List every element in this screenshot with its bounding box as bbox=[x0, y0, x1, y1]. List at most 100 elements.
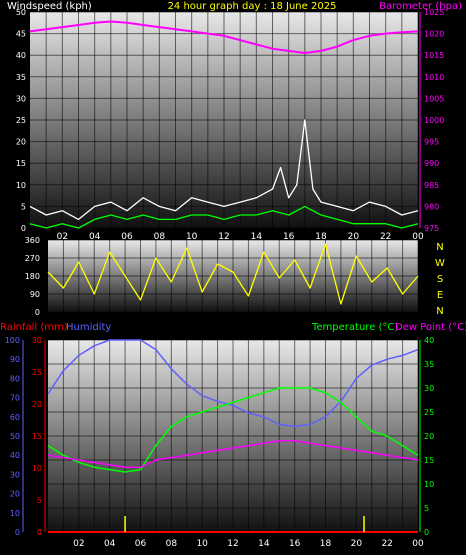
x-tick-label: 04 bbox=[89, 232, 101, 242]
wind-x-ticks: 02 04 06 08 10 12 14 16 18 20 22 00 bbox=[57, 232, 424, 242]
x-tick-label: 16 bbox=[283, 232, 295, 242]
x-tick-label: 14 bbox=[251, 232, 263, 242]
compass-label: W bbox=[435, 258, 445, 269]
temperature-axis-label: Temperature (°C) bbox=[311, 322, 398, 333]
rainfall-tick-label: 15 bbox=[32, 432, 42, 441]
barometer-tick-label: 990 bbox=[424, 159, 439, 168]
compass-label: S bbox=[437, 274, 443, 285]
wind-tick-label: 0 bbox=[21, 224, 26, 233]
x-tick-label: 02 bbox=[73, 539, 84, 549]
humidity-tick-label: 90 bbox=[10, 355, 20, 364]
rainfall-tick-label: 20 bbox=[32, 400, 42, 409]
x-tick-label: 04 bbox=[104, 539, 116, 549]
direction-series bbox=[47, 243, 419, 305]
compass-label: E bbox=[437, 290, 443, 301]
rainfall-tick-label: 25 bbox=[32, 368, 42, 377]
x-tick-label: 14 bbox=[258, 539, 270, 549]
x-tick-label: 06 bbox=[135, 539, 147, 549]
temperature-tick-label: 5 bbox=[424, 504, 429, 513]
rainfall-axis-label: Rainfall (mm) bbox=[0, 322, 68, 333]
compass-label: N bbox=[436, 306, 443, 317]
barometer-tick-label: 975 bbox=[424, 224, 439, 233]
humidity-tick-label: 0 bbox=[15, 528, 20, 537]
dewpoint-axis-label: Dew Point (°C) bbox=[395, 322, 466, 333]
temperature-line bbox=[47, 387, 419, 473]
direction-tick-label: 0 bbox=[35, 308, 40, 317]
humidity-line bbox=[47, 339, 419, 428]
humidity-tick-label: 100 bbox=[5, 336, 20, 345]
rainfall-ticks: 0 5 10 15 20 25 30 bbox=[32, 336, 42, 537]
direction-line bbox=[47, 243, 419, 305]
x-tick-label: 20 bbox=[351, 539, 363, 549]
x-tick-label: 18 bbox=[315, 232, 327, 242]
rainfall-tick-label: 5 bbox=[37, 496, 42, 505]
rainfall-tick-label: 30 bbox=[32, 336, 42, 345]
gust-line bbox=[29, 119, 419, 221]
direction-tick-label: 360 bbox=[25, 236, 40, 245]
x-tick-label: 22 bbox=[381, 539, 392, 549]
wind-tick-label: 50 bbox=[16, 8, 26, 17]
barometer-tick-label: 980 bbox=[424, 202, 439, 211]
humidity-tick-label: 70 bbox=[10, 394, 20, 403]
wind-axis-label: Windspeed (kph) bbox=[7, 1, 92, 12]
direction-tick-label: 270 bbox=[25, 254, 40, 263]
x-tick-label: 00 bbox=[412, 232, 424, 242]
wind-tick-label: 35 bbox=[16, 73, 26, 82]
wind-tick-label: 5 bbox=[21, 202, 26, 211]
humidity-axis-label: Humidity bbox=[66, 322, 111, 333]
x-tick-label: 12 bbox=[218, 232, 229, 242]
wind-series bbox=[29, 12, 421, 229]
wind-left-ticks: 0 5 10 15 20 25 30 35 40 45 50 bbox=[16, 8, 26, 233]
temperature-tick-label: 35 bbox=[424, 360, 434, 369]
temperature-tick-label: 25 bbox=[424, 408, 434, 417]
x-tick-label: 08 bbox=[154, 232, 166, 242]
humidity-tick-label: 60 bbox=[10, 413, 20, 422]
humidity-tick-label: 20 bbox=[10, 490, 20, 499]
temperature-ticks: 0 5 10 15 20 25 30 35 40 bbox=[424, 336, 434, 537]
wind-tick-label: 45 bbox=[16, 30, 26, 39]
temperature-tick-label: 30 bbox=[424, 384, 434, 393]
humidity-tick-label: 10 bbox=[10, 509, 20, 518]
barometer-tick-label: 1020 bbox=[424, 30, 444, 39]
humidity-ticks: 0 10 20 30 40 50 60 70 80 90 100 bbox=[5, 336, 20, 537]
x-tick-label: 02 bbox=[57, 232, 68, 242]
x-tick-label: 06 bbox=[121, 232, 133, 242]
temp-x-ticks: 02 04 06 08 10 12 14 16 18 20 22 00 bbox=[73, 539, 424, 549]
temperature-tick-label: 40 bbox=[424, 336, 434, 345]
humidity-tick-label: 80 bbox=[10, 374, 20, 383]
barometer-right-ticks: 975 980 985 990 995 1000 1005 1010 1015 1020 1025 bbox=[424, 8, 444, 233]
wind-tick-label: 25 bbox=[16, 116, 26, 125]
wind-tick-label: 40 bbox=[16, 51, 26, 60]
x-tick-label: 16 bbox=[289, 539, 301, 549]
barometer-tick-label: 1000 bbox=[424, 116, 444, 125]
avg_wind-line bbox=[29, 205, 419, 229]
barometer-tick-label: 995 bbox=[424, 138, 439, 147]
x-tick-label: 20 bbox=[348, 232, 360, 242]
x-tick-label: 10 bbox=[196, 539, 208, 549]
x-tick-label: 10 bbox=[186, 232, 198, 242]
temperature-tick-label: 0 bbox=[424, 528, 429, 537]
x-tick-label: 08 bbox=[166, 539, 178, 549]
x-tick-label: 12 bbox=[227, 539, 238, 549]
rainfall-tick-label: 10 bbox=[32, 464, 42, 473]
barometer-tick-label: 1025 bbox=[424, 8, 444, 17]
barometer-tick-label: 1015 bbox=[424, 51, 444, 60]
x-tick-label: 22 bbox=[380, 232, 391, 242]
wind-tick-label: 30 bbox=[16, 94, 26, 103]
temp-series bbox=[22, 339, 421, 533]
temperature-tick-label: 15 bbox=[424, 456, 434, 465]
direction-tick-label: 90 bbox=[30, 290, 40, 299]
wind-tick-label: 15 bbox=[16, 159, 26, 168]
humidity-tick-label: 50 bbox=[10, 432, 20, 441]
chart-title: 24 hour graph day : 18 June 2025 bbox=[168, 1, 337, 12]
x-tick-label: 18 bbox=[320, 539, 332, 549]
direction-left-ticks: 0 90 180 270 360 bbox=[25, 236, 40, 317]
wind-tick-label: 20 bbox=[16, 138, 26, 147]
temperature-tick-label: 10 bbox=[424, 480, 434, 489]
x-tick-label: 00 bbox=[412, 539, 424, 549]
barometer-line bbox=[29, 20, 419, 54]
direction-tick-label: 180 bbox=[25, 272, 40, 281]
